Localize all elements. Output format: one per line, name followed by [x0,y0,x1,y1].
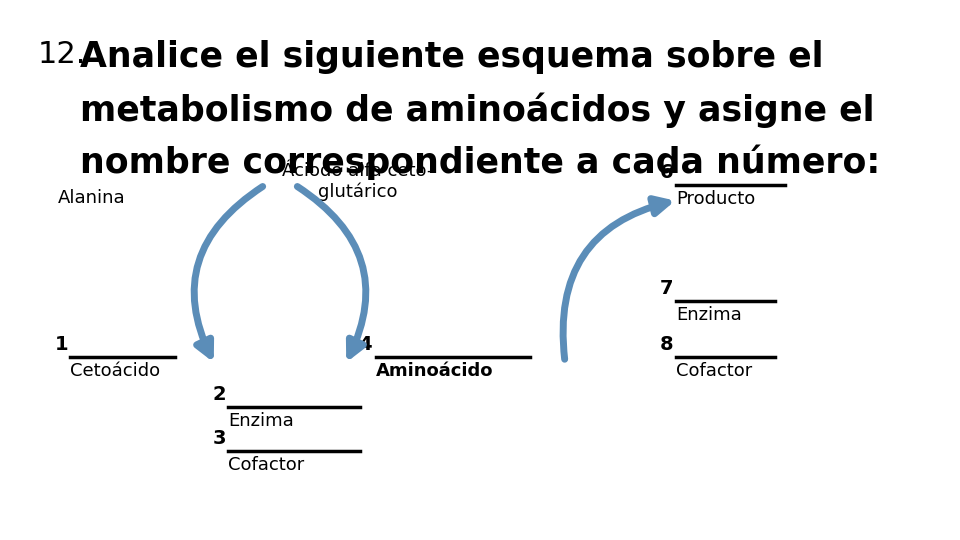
Text: Cetoácido: Cetoácido [70,362,160,380]
Text: Enzima: Enzima [228,412,294,430]
Text: Aminoácido: Aminoácido [376,362,493,380]
Text: 7: 7 [660,279,674,298]
Text: Cofactor: Cofactor [228,456,304,474]
Text: metabolismo de aminoácidos y asigne el: metabolismo de aminoácidos y asigne el [80,92,875,127]
Text: Analice el siguiente esquema sobre el: Analice el siguiente esquema sobre el [80,40,824,74]
Text: Producto: Producto [676,190,756,208]
Text: 6: 6 [660,163,674,182]
Text: Enzima: Enzima [676,306,742,324]
Text: nombre correspondiente a cada número:: nombre correspondiente a cada número: [80,144,880,179]
Text: Cofactor: Cofactor [676,362,753,380]
Text: 12.: 12. [38,40,86,69]
Text: Alanina: Alanina [58,189,126,207]
Text: 4: 4 [358,335,372,354]
Text: 8: 8 [660,335,674,354]
Text: 1: 1 [55,335,68,354]
Text: 3: 3 [213,429,227,448]
Text: 2: 2 [213,385,227,404]
Text: Áciodo alfa ceto-
glutárico: Áciodo alfa ceto- glutárico [282,162,434,201]
